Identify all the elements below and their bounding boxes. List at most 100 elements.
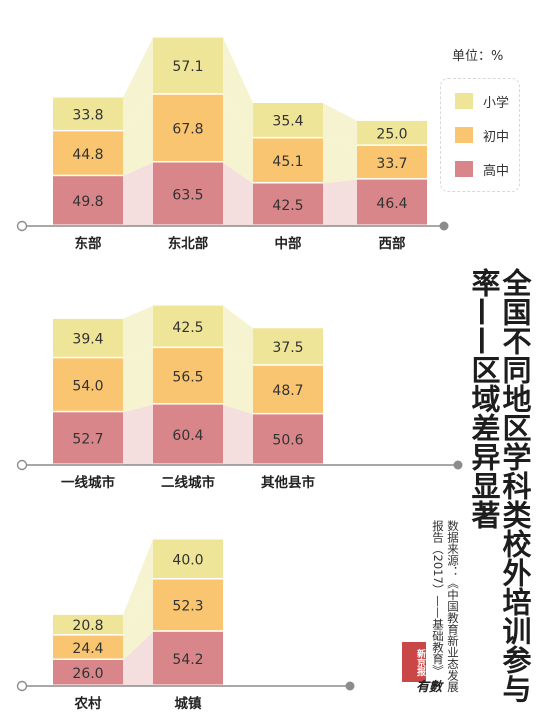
data-label: 39.4: [72, 332, 103, 348]
data-label: 50.6: [272, 433, 303, 449]
bar-segment: [153, 305, 223, 347]
bar-segment: [153, 162, 223, 225]
axis-end-marker: [453, 460, 463, 470]
axis-start-marker: [16, 680, 28, 692]
category-label: 二线城市: [161, 474, 215, 491]
brand-logo: 新京报 有數: [396, 636, 454, 706]
legend-label: 小学: [483, 95, 510, 111]
data-label: 26.0: [72, 666, 103, 682]
data-label: 52.7: [72, 432, 103, 448]
connector-band: [123, 539, 153, 636]
data-source-note: 数据来源：《中国教育新业态发展报告（2017）——基础教育》: [431, 520, 460, 693]
connector-band: [123, 404, 153, 465]
connector-band: [323, 138, 357, 184]
data-label: 48.7: [272, 383, 303, 399]
connector-band: [323, 179, 357, 226]
bar-segment: [53, 412, 123, 464]
category-label: 东部: [75, 235, 102, 252]
connector-band: [123, 348, 153, 413]
axis-start-marker: [16, 459, 28, 471]
data-label: 25.0: [376, 126, 407, 142]
bar-segment: [357, 179, 427, 225]
data-label: 45.1: [272, 154, 303, 170]
connector-band: [123, 37, 153, 132]
bar-segment: [53, 614, 123, 635]
bar-segment: [253, 414, 323, 464]
bar-segment: [153, 94, 223, 161]
data-label: 37.5: [272, 340, 303, 356]
category-label: 东北部: [168, 235, 209, 252]
data-label: 44.8: [72, 147, 103, 163]
axis-end-marker: [345, 681, 355, 691]
bar-segment: [53, 318, 123, 357]
data-label: 42.5: [172, 320, 203, 336]
connector-band: [223, 94, 253, 184]
bar-segment: [53, 358, 123, 411]
data-label: 49.8: [72, 194, 103, 210]
data-label: 57.1: [172, 59, 203, 75]
connector-band: [123, 579, 153, 660]
bar-segment: [153, 631, 223, 685]
brand-stamp: 新京报: [402, 642, 426, 682]
bar-segment: [253, 103, 323, 137]
connector-band: [123, 162, 153, 226]
data-label: 42.5: [272, 198, 303, 214]
connector-band: [323, 103, 357, 146]
bar-segment: [153, 579, 223, 631]
data-label: 56.5: [172, 369, 203, 385]
bar-segment: [53, 131, 123, 175]
bar-segment: [53, 176, 123, 225]
bar-segment: [153, 37, 223, 94]
bar-segment: [253, 365, 323, 413]
bar-segment: [357, 120, 427, 145]
connector-band: [223, 305, 253, 366]
bar-segment: [53, 660, 123, 685]
bar-segment: [153, 348, 223, 404]
chart-title: 全国不同地区学科类校外培训参与率——区域差异显著: [467, 268, 532, 703]
legend-swatch-primary: [455, 93, 473, 109]
data-label: 63.5: [172, 187, 203, 203]
bar-segment: [253, 183, 323, 225]
connector-band: [223, 348, 253, 415]
data-label: 33.7: [376, 156, 407, 172]
data-label: 35.4: [272, 114, 303, 130]
data-label: 24.4: [72, 641, 103, 657]
data-label: 20.8: [72, 618, 103, 634]
brand-script: 有數: [416, 680, 443, 695]
axis-end-marker: [439, 221, 449, 231]
connector-band: [223, 162, 253, 226]
data-label: 52.3: [172, 599, 203, 615]
connector-band: [223, 404, 253, 465]
data-label: 33.8: [72, 108, 103, 124]
data-label: 40.0: [172, 553, 203, 569]
bar-segment: [53, 97, 123, 130]
category-label: 城镇: [175, 695, 202, 712]
data-label: 60.4: [172, 428, 203, 444]
category-label: 其他县市: [261, 474, 315, 491]
category-label: 西部: [379, 235, 406, 252]
bar-segment: [153, 404, 223, 464]
unit-label: 单位：%: [452, 49, 504, 64]
category-label: 中部: [275, 235, 302, 252]
bar-segment: [53, 635, 123, 659]
legend-label: 初中: [483, 129, 510, 145]
category-label: 一线城市: [61, 474, 115, 491]
connector-band: [223, 37, 253, 139]
axis-start-marker: [16, 220, 28, 232]
data-label: 46.4: [376, 196, 407, 212]
legend-label: 高中: [483, 163, 510, 179]
legend: 小学 初中 高中: [440, 78, 520, 192]
category-label: 农村: [74, 695, 102, 712]
legend-item: 高中: [455, 161, 510, 179]
bar-segment: [253, 328, 323, 365]
connector-band: [123, 94, 153, 177]
bar-segment: [253, 138, 323, 182]
data-label: 54.2: [172, 652, 203, 668]
bar-segment: [357, 145, 427, 179]
connector-band: [123, 631, 153, 686]
bar-segment: [153, 539, 223, 578]
connector-band: [123, 305, 153, 359]
data-label: 54.0: [72, 378, 103, 394]
